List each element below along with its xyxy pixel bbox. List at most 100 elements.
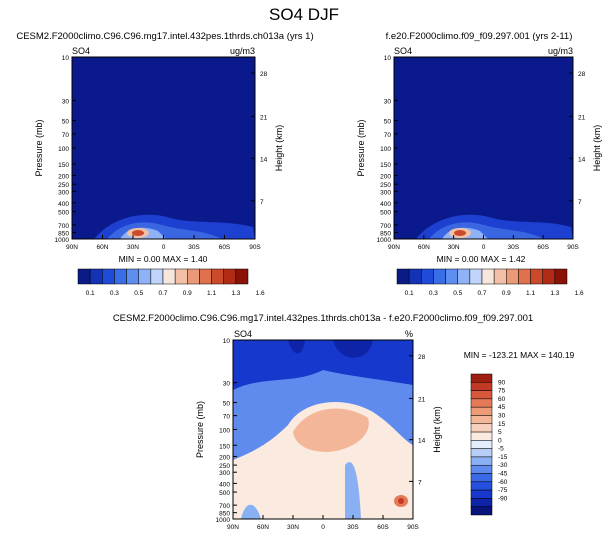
chart2-ytick-label: 1000 (216, 517, 231, 524)
chart2-contour-upper-core2 (333, 340, 373, 358)
chart0-ytick-label: 150 (58, 162, 69, 169)
chart0-units-label: ug/m3 (230, 46, 255, 56)
chart1-colorbar-swatch (445, 268, 458, 285)
chart1-colorbar-label: 1.6 (575, 290, 584, 297)
chart2-colorbar-swatch (470, 398, 493, 408)
chart0-field-label: SO4 (72, 46, 90, 56)
chart0-ytick-label: 500 (58, 210, 69, 217)
chart2-colorbar-swatch (470, 406, 493, 416)
chart2-ylabel-right: Height (km) (432, 406, 442, 453)
chart0-ytick-label: 850 (58, 231, 69, 238)
chart2-ytick-label: 30 (223, 381, 231, 388)
chart2-ytick-label: 850 (219, 511, 230, 518)
chart0-colorbar-swatch (150, 268, 164, 285)
chart1-ytick-label: 700 (380, 223, 391, 230)
chart0-colorbar-label: 0.9 (183, 290, 192, 297)
chart2-xtick-label: 0 (321, 524, 325, 531)
chart0-ytick-label: 50 (62, 119, 70, 126)
chart0-colorbar-swatch (223, 268, 237, 285)
chart1-xtick-label: 30S (508, 244, 520, 251)
chart2-contour-positive-core (293, 408, 369, 452)
chart1-colorbar-swatch (493, 268, 507, 285)
chart-f-e20-so4: f.e20.F2000climo.f09_f09.297.001 (yrs 2-… (356, 31, 602, 297)
chart2-colorbar-swatch (470, 498, 493, 507)
chart1-ytick-label: 10 (384, 55, 392, 62)
chart0-colorbar-swatch (235, 268, 249, 285)
chart2-colorbar-swatch (470, 440, 493, 449)
chart1-colorbar-swatch (481, 268, 495, 285)
chart1-ytick-right-label: 21 (578, 114, 586, 121)
chart0-colorbar-label: 1.1 (207, 290, 216, 297)
chart0-xtick-label: 90N (66, 244, 78, 251)
chart2-ytick-label: 10 (223, 338, 231, 345)
chart1-ytick-label: 50 (384, 119, 392, 126)
chart2-ytick-label: 500 (219, 490, 230, 497)
chart1-ytick-label: 70 (384, 132, 392, 139)
chart0-colorbar-label: 0.7 (158, 290, 167, 297)
chart0-colorbar-swatch (77, 268, 91, 285)
chart0-colorbar-label: 0.1 (86, 290, 95, 297)
chart1-colorbar-swatch (433, 268, 446, 285)
chart2-ytick-label: 50 (223, 401, 231, 408)
chart-cesm2-so4: CESM2.F2000climo.C96.C96.mg17.intel.432p… (16, 31, 313, 297)
chart0-stats: MIN = 0.00 MAX = 1.40 (119, 254, 208, 264)
chart0-ytick-label: 700 (58, 223, 69, 230)
chart0-colorbar-swatch (102, 268, 115, 285)
chart1-ytick-label: 500 (380, 210, 391, 217)
chart2-colorbar-label: -60 (498, 479, 508, 486)
chart2-colorbar-label: 90 (498, 379, 506, 386)
chart2-title: CESM2.F2000climo.C96.C96.mg17.intel.432p… (113, 313, 533, 324)
chart2-ytick-label: 70 (223, 414, 231, 421)
chart1-ytick-right-label: 7 (578, 199, 582, 206)
chart1-colorbar-label: 0.3 (429, 290, 438, 297)
chart2-ytick-label: 150 (219, 443, 230, 450)
chart0-ytick-label: 300 (58, 189, 69, 196)
chart2-colorbar-label: -75 (498, 487, 508, 494)
chart0-ytick-right-label: 7 (260, 199, 264, 206)
chart2-colorbar-label: -90 (498, 495, 508, 502)
chart0-max-core (132, 230, 144, 236)
chart2-field-label: SO4 (234, 329, 252, 339)
chart1-xtick-label: 90S (567, 244, 579, 251)
chart1-colorbar-label: 1.3 (550, 290, 559, 297)
chart1-ytick-label: 400 (380, 201, 391, 208)
chart2-ytick-label: 300 (219, 470, 230, 477)
chart0-colorbar-swatch (211, 268, 224, 285)
chart2-xtick-label: 30S (347, 524, 359, 531)
chart1-ytick-right-label: 28 (578, 71, 586, 78)
chart2-contour-negative-left (241, 504, 261, 519)
chart2-colorbar-label: -15 (498, 454, 508, 461)
chart2-colorbar-swatch (470, 506, 493, 516)
chart2-ytick-label: 700 (219, 503, 230, 510)
chart2-ytick-right-label: 7 (418, 479, 422, 486)
chart2-colorbar-swatch (470, 448, 493, 458)
chart0-xtick-label: 90S (249, 244, 261, 251)
chart2-contour-negative-column (345, 462, 361, 519)
chart0-xtick-label: 0 (162, 244, 166, 251)
chart0-ytick-label: 200 (58, 173, 69, 180)
chart2-ytick-right-label: 28 (418, 354, 426, 361)
chart1-ytick-label: 150 (380, 162, 391, 169)
chart2-colorbar-label: 5 (498, 429, 502, 436)
chart0-xtick-label: 60N (97, 244, 109, 251)
chart1-ytick-label: 250 (380, 182, 391, 189)
chart1-ytick-label: 850 (380, 231, 391, 238)
chart1-colorbar-label: 0.1 (405, 290, 414, 297)
chart2-colorbar-swatch (470, 456, 493, 466)
chart2-colorbar-swatch (470, 431, 493, 441)
chart2-ytick-label: 100 (219, 428, 230, 435)
chart1-xtick-label: 90N (388, 244, 400, 251)
chart1-colorbar-swatch (530, 268, 543, 285)
chart0-colorbar-swatch (174, 268, 188, 285)
chart1-colorbar-swatch (469, 268, 483, 285)
chart2-colorbar-swatch (470, 390, 493, 400)
chart2-colorbar-label: -30 (498, 462, 508, 469)
chart2-xtick-label: 60S (377, 524, 389, 531)
chart2-colorbar-label: 60 (498, 396, 506, 403)
chart0-ylabel: Pressure (mb) (34, 119, 44, 176)
chart1-xtick-label: 60S (537, 244, 549, 251)
chart2-contour-positive-spot-core (398, 498, 404, 504)
chart2-ytick-label: 200 (219, 454, 230, 461)
chart1-max-core (454, 230, 466, 236)
